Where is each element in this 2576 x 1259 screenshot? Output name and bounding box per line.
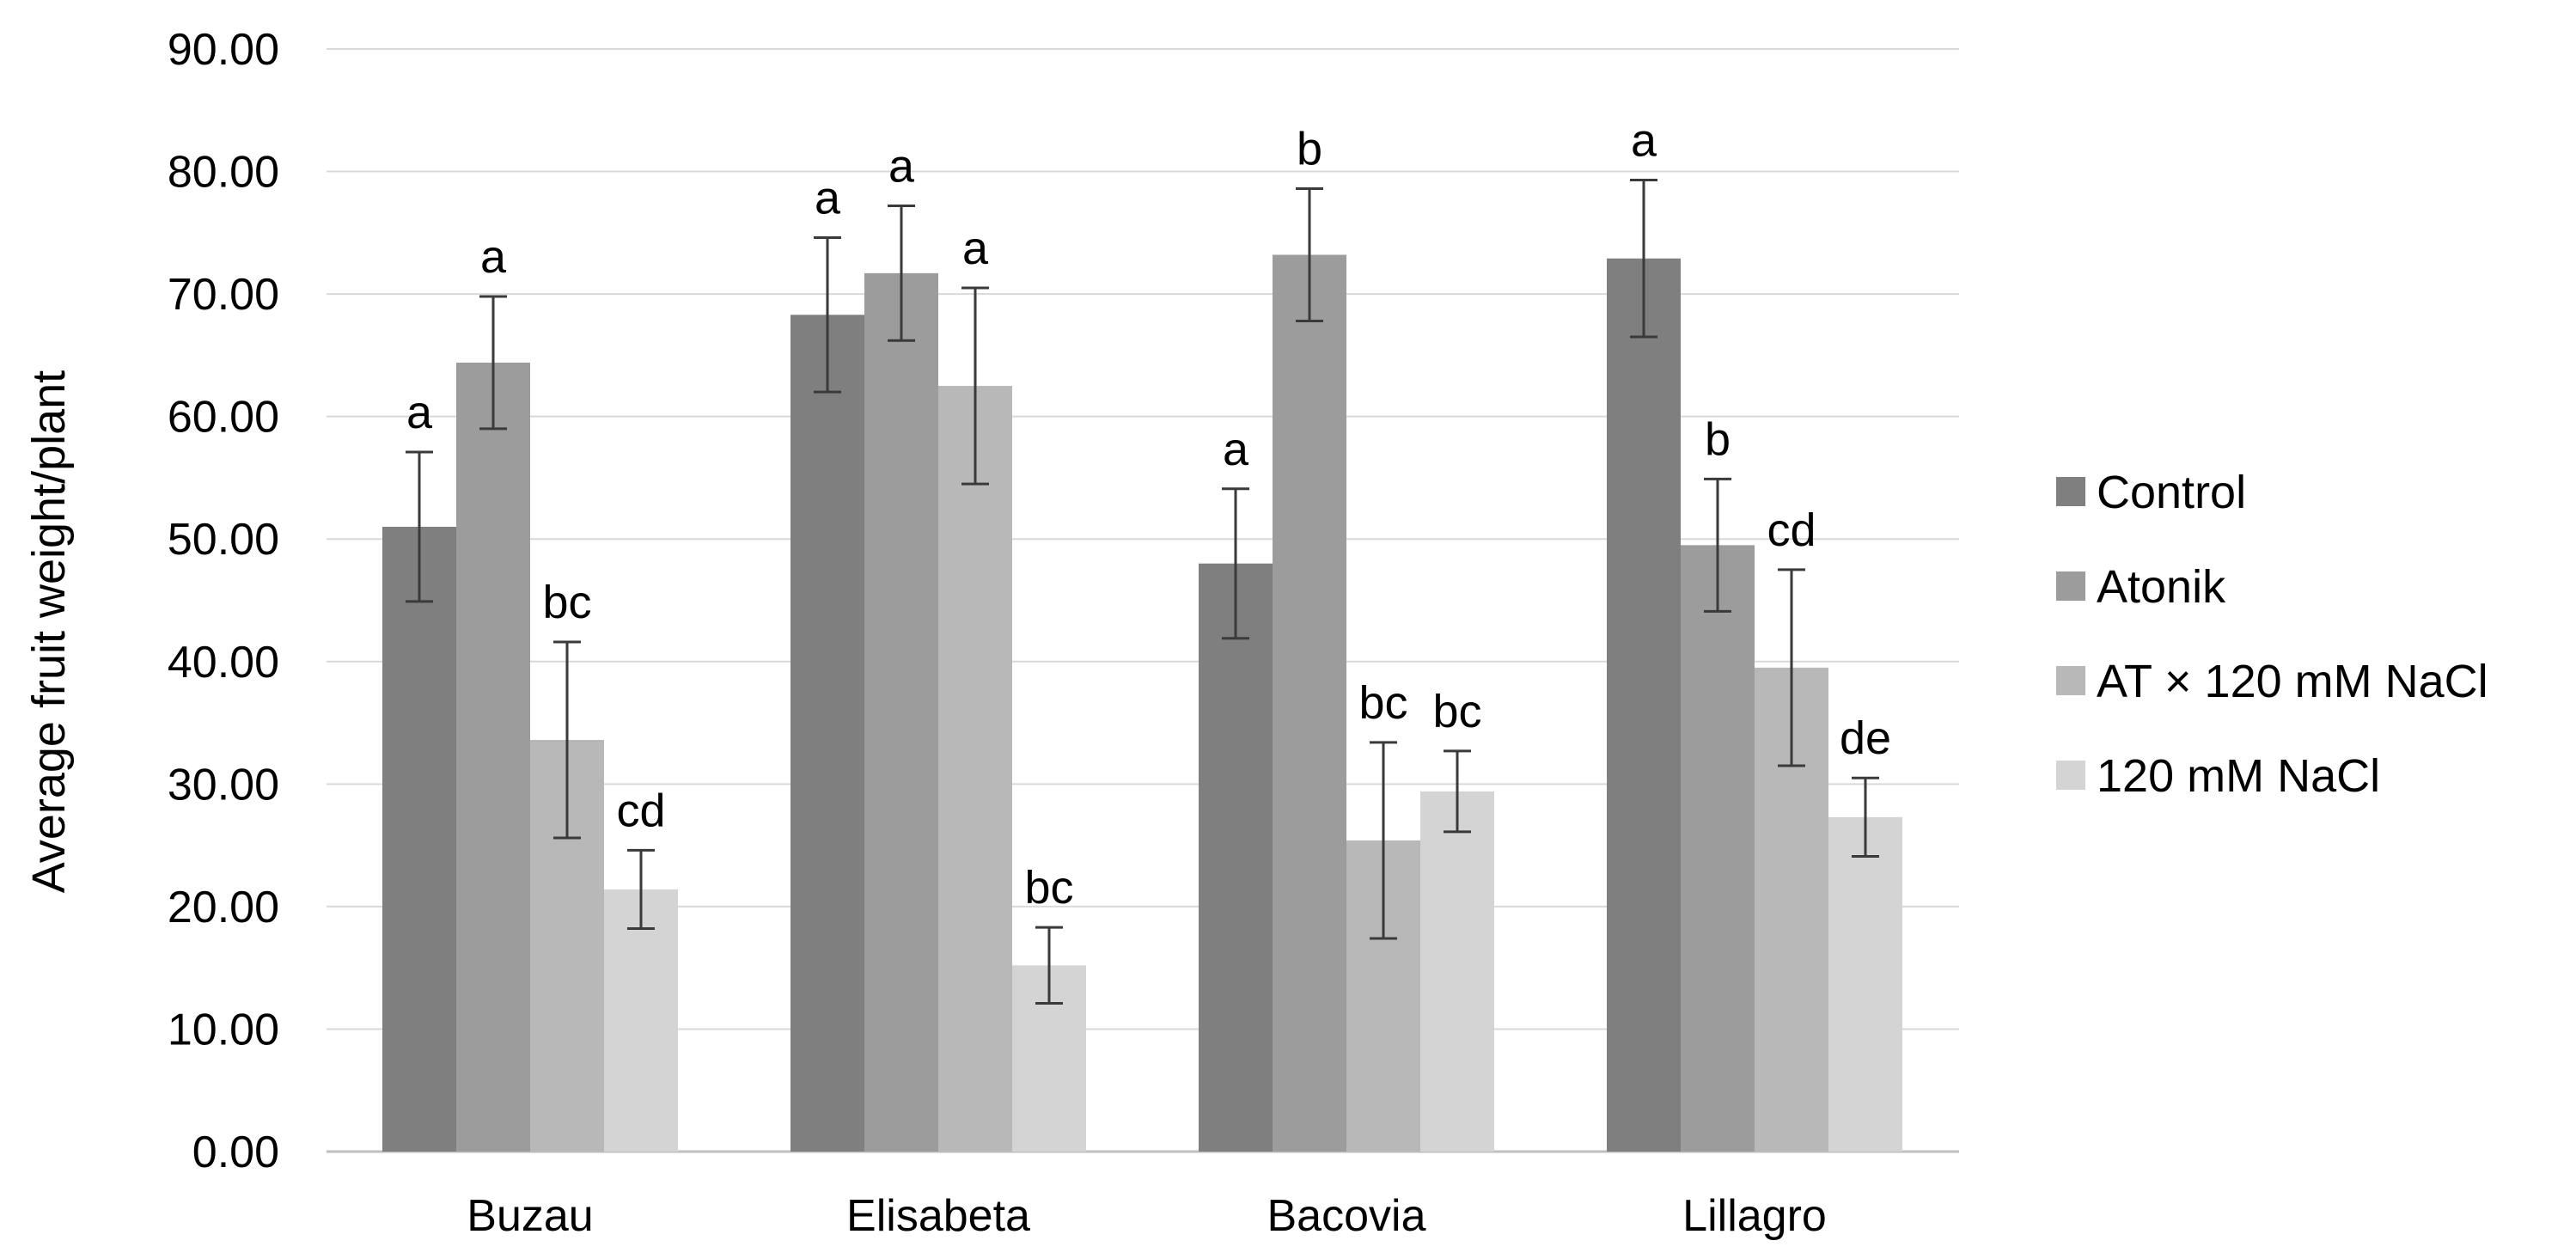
- legend-swatch: [2056, 477, 2085, 506]
- bar-atonik-lillagro: [1681, 545, 1755, 1152]
- legend-label: Atonik: [2097, 561, 2226, 613]
- y-axis-ticks: 0.00 10.00 20.00 30.00 40.00 50.00 60.00 70.00 8…: [168, 25, 279, 1177]
- significance-label: bc: [1358, 677, 1407, 729]
- y-tick-label: 20.00: [168, 883, 279, 932]
- significance-label: b: [1297, 124, 1322, 175]
- y-tick-label: 0.00: [192, 1128, 279, 1177]
- legend-label: Control: [2097, 467, 2246, 518]
- legend-swatch: [2056, 666, 2085, 695]
- legend-label: 120 mM NaCl: [2097, 750, 2380, 802]
- bar-120-mm-nacl-buzau: [604, 889, 678, 1152]
- bar-atonik-bacovia: [1273, 254, 1346, 1152]
- bars: [382, 254, 1902, 1152]
- bar-atonik-elisabeta: [864, 272, 938, 1152]
- significance-label: bc: [1432, 686, 1481, 737]
- bar-120-mm-nacl-lillagro: [1828, 816, 1902, 1152]
- x-tick-label: Bacovia: [1267, 1191, 1426, 1241]
- bar-control-buzau: [382, 526, 456, 1152]
- y-tick-label: 60.00: [168, 393, 279, 443]
- y-tick-label: 90.00: [168, 25, 279, 75]
- y-axis-title: Average fruit weight/plant: [23, 370, 75, 893]
- bar-control-lillagro: [1607, 258, 1681, 1152]
- bar-control-bacovia: [1199, 563, 1273, 1152]
- significance-label: bc: [542, 577, 591, 628]
- y-tick-label: 80.00: [168, 148, 279, 198]
- y-tick-label: 10.00: [168, 1005, 279, 1054]
- legend-swatch: [2056, 761, 2085, 790]
- significance-label: de: [1840, 712, 1891, 764]
- x-axis-ticks: Buzau Elisabeta Bacovia Lillagro: [467, 1191, 1827, 1241]
- x-tick-label: Lillagro: [1682, 1191, 1827, 1241]
- bar-atonik-buzau: [456, 362, 530, 1152]
- legend-label: AT × 120 mM NaCl: [2097, 656, 2488, 707]
- y-tick-label: 50.00: [168, 515, 279, 565]
- bar-control-elisabeta: [791, 315, 864, 1152]
- significance-label: a: [406, 387, 433, 438]
- significance-label: bc: [1024, 862, 1073, 914]
- significance-label: a: [815, 173, 841, 224]
- x-tick-label: Buzau: [467, 1191, 593, 1241]
- error-bars: [406, 179, 1879, 1005]
- bar-at-120-mm-nacl-elisabeta: [938, 386, 1012, 1152]
- significance-label: a: [962, 223, 989, 274]
- y-tick-label: 30.00: [168, 760, 279, 810]
- legend: Control Atonik AT × 120 mM NaCl 120 mM NaCl: [2056, 467, 2488, 802]
- significance-label: a: [480, 231, 507, 283]
- significance-label: cd: [616, 785, 665, 836]
- y-tick-label: 70.00: [168, 270, 279, 320]
- bar-120-mm-nacl-bacovia: [1420, 791, 1494, 1152]
- significance-label: cd: [1767, 504, 1816, 556]
- y-tick-label: 40.00: [168, 638, 279, 688]
- x-tick-label: Elisabeta: [846, 1191, 1030, 1241]
- significance-label: b: [1705, 413, 1731, 465]
- significance-label: a: [888, 140, 915, 192]
- significance-label: a: [1223, 424, 1249, 475]
- legend-swatch: [2056, 571, 2085, 601]
- significance-label: a: [1631, 115, 1657, 167]
